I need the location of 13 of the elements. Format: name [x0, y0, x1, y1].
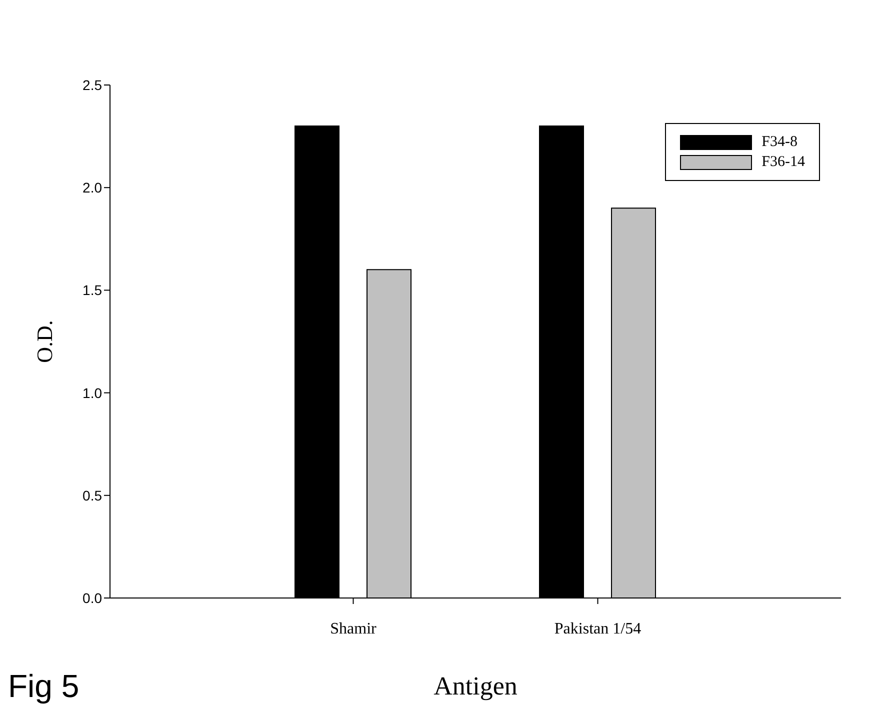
x-axis-title: Antigen — [434, 671, 518, 700]
legend-label: F34-8 — [760, 133, 798, 152]
y-tick-label: 0.5 — [82, 487, 102, 504]
y-tick-label: 2.5 — [82, 76, 102, 93]
y-axis-title: O.D. — [32, 320, 57, 363]
y-tick-label: 2.0 — [82, 180, 102, 196]
x-tick-label: Shamir — [330, 620, 378, 638]
y-tick-label: 1.0 — [82, 384, 102, 401]
caption: Fig 5 — [8, 668, 80, 705]
legend-label: F36-14 — [760, 153, 805, 172]
y-tick-label: 1.5 — [82, 282, 102, 298]
y-tick-label: 0.0 — [82, 590, 102, 606]
x-tick-label: Pakistan 1/54 — [554, 620, 642, 638]
